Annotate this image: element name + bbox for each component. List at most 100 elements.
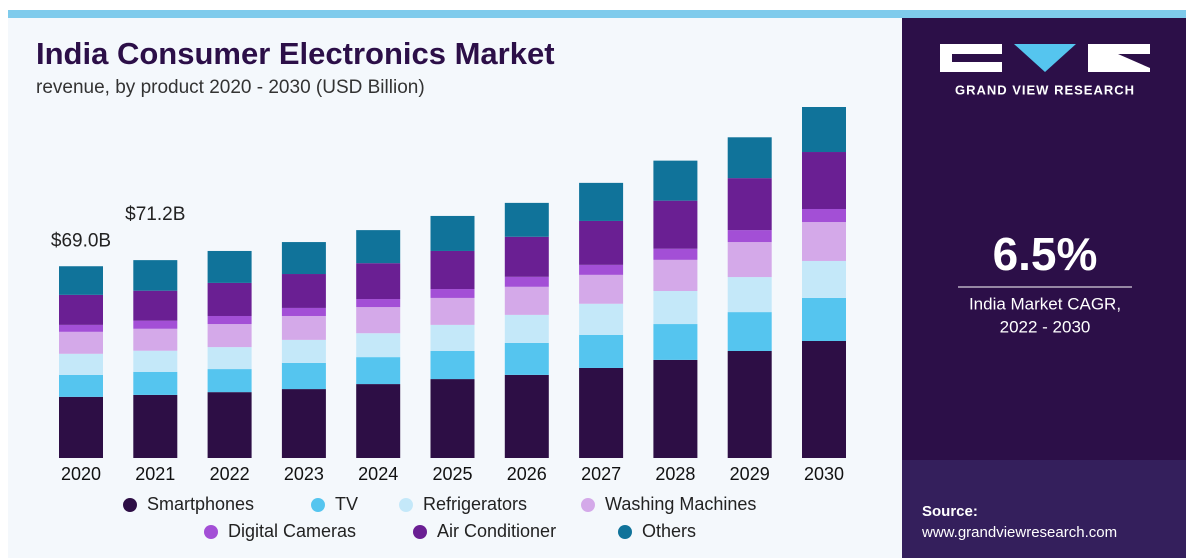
- bar-segment: [59, 396, 103, 458]
- bar-segment: [727, 230, 772, 243]
- chart-subtitle: revenue, by product 2020 - 2030 (USD Bil…: [36, 77, 425, 98]
- cagr-period: 2022 - 2030: [1000, 317, 1091, 336]
- bar-segment: [727, 351, 772, 458]
- bar-segment: [59, 324, 103, 332]
- bar-segment: [59, 266, 103, 295]
- bar-segment: [430, 324, 475, 352]
- legend-label: Smartphones: [147, 494, 254, 514]
- bar-segment: [207, 315, 252, 325]
- chart-title: India Consumer Electronics Market: [36, 36, 555, 71]
- x-tick-label: 2030: [804, 464, 844, 484]
- bar-segment: [281, 315, 326, 340]
- bar-segment: [727, 178, 772, 231]
- bar-segment: [430, 250, 475, 290]
- x-tick-label: 2024: [358, 464, 398, 484]
- bar-segment: [653, 324, 698, 360]
- top-strip: [8, 10, 1186, 18]
- bar-segment: [430, 351, 475, 380]
- bar-segment: [59, 294, 103, 325]
- legend-label: Others: [642, 521, 696, 541]
- bar-segment: [59, 374, 103, 397]
- bar-segment: [59, 331, 103, 354]
- bar-segment: [430, 215, 475, 251]
- bar-segment: [504, 374, 549, 458]
- bar-segment: [579, 220, 624, 265]
- bar-segment: [356, 230, 401, 264]
- bar-segment: [356, 299, 401, 308]
- bar-segment: [133, 320, 178, 329]
- x-tick-label: 2023: [284, 464, 324, 484]
- bar-segment: [727, 277, 772, 313]
- bar-segment: [281, 274, 326, 308]
- legend-swatch: [618, 525, 632, 539]
- bar-segment: [356, 333, 401, 358]
- bar-segment: [133, 350, 178, 372]
- cagr-label: India Market CAGR,: [969, 294, 1121, 313]
- bar-segment: [356, 384, 401, 458]
- bar-segment: [207, 250, 252, 283]
- cagr-value: 6.5%: [993, 228, 1098, 280]
- bar-segment: [356, 307, 401, 334]
- bar-segment: [727, 242, 772, 278]
- legend-swatch: [311, 498, 325, 512]
- bar-segment: [802, 260, 846, 298]
- bar-segment: [504, 202, 549, 237]
- bar-segment: [281, 339, 326, 363]
- bar-segment: [579, 367, 624, 458]
- bar-segment: [430, 297, 475, 325]
- bar-segment: [579, 274, 624, 304]
- legend-label: Refrigerators: [423, 494, 527, 514]
- bar-segment: [802, 297, 846, 341]
- bar-segment: [653, 160, 698, 201]
- x-tick-label: 2027: [581, 464, 621, 484]
- legend-label: TV: [335, 494, 358, 514]
- bar-segment: [356, 357, 401, 385]
- bar-segment: [727, 312, 772, 352]
- logo-v: [1014, 44, 1076, 72]
- bar-segment: [281, 362, 326, 390]
- bar-segment: [504, 342, 549, 375]
- bar-segment: [579, 264, 624, 275]
- bar-segment: [504, 314, 549, 343]
- x-tick-label: 2022: [210, 464, 250, 484]
- legend-swatch: [204, 525, 218, 539]
- bar-segment: [802, 208, 846, 223]
- legend-swatch: [123, 498, 137, 512]
- x-tick-label: 2029: [730, 464, 770, 484]
- bar-segment: [207, 392, 252, 458]
- bar-segment: [653, 290, 698, 325]
- bar-segment: [207, 369, 252, 393]
- bar-segment: [59, 353, 103, 375]
- legend-label: Digital Cameras: [228, 521, 356, 541]
- bar-segment: [727, 137, 772, 179]
- bar-segment: [430, 289, 475, 298]
- bar-segment: [579, 334, 624, 368]
- source-label: Source:: [922, 503, 978, 520]
- bar-segment: [133, 260, 178, 291]
- bar-segment: [504, 236, 549, 277]
- legend-swatch: [581, 498, 595, 512]
- bar-segment: [207, 282, 252, 316]
- logo-g-cut: [952, 54, 1002, 62]
- bar-segment: [504, 276, 549, 287]
- bar-segment: [356, 263, 401, 300]
- bar-segment: [579, 182, 624, 221]
- legend-swatch: [413, 525, 427, 539]
- bar-segment: [653, 200, 698, 249]
- bar-segment: [281, 389, 326, 458]
- bar-segment: [579, 303, 624, 335]
- source-url: www.grandviewresearch.com: [921, 524, 1117, 541]
- bar-segment: [802, 107, 846, 153]
- logo: [940, 44, 1150, 72]
- bar-segment: [430, 379, 475, 458]
- bar-segment: [802, 222, 846, 261]
- bar-segment: [281, 307, 326, 316]
- bar-segment: [653, 248, 698, 260]
- logo-r-cut: [1118, 54, 1150, 68]
- bar-segment: [133, 394, 178, 458]
- x-tick-label: 2028: [655, 464, 695, 484]
- bar-segment: [802, 152, 846, 209]
- bar-segment: [133, 290, 178, 321]
- bar-segment: [802, 341, 846, 458]
